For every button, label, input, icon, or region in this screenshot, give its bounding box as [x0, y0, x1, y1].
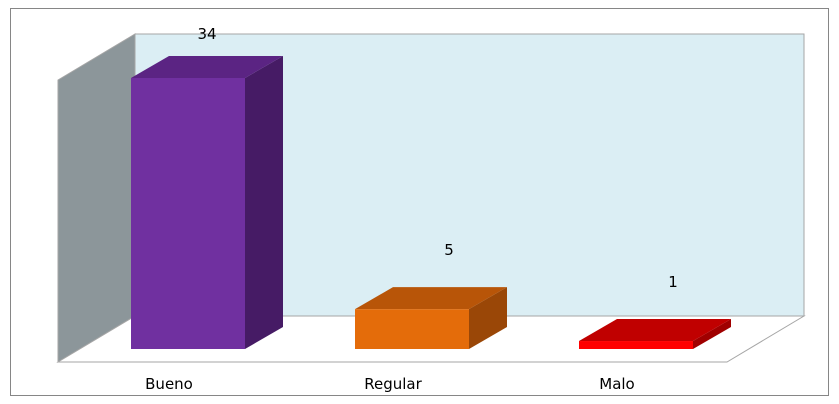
bar-top-face [579, 319, 731, 342]
category-label-regular: Regular [364, 375, 422, 393]
category-label-bueno: Bueno [145, 375, 193, 393]
bar-front-face [131, 78, 245, 349]
labels-layer: 34 Bueno 5 Regular 1 Malo [145, 25, 678, 393]
bar-side-face [469, 287, 507, 349]
category-label-malo: Malo [599, 375, 634, 393]
bar-bueno [131, 56, 283, 349]
chart-side-wall [57, 33, 136, 363]
bar-regular [355, 287, 507, 349]
bar-side-face [693, 319, 731, 349]
data-label-bueno: 34 [197, 25, 216, 43]
bar-malo [579, 319, 731, 349]
bars-layer [131, 56, 731, 349]
bar-front-face [355, 309, 469, 349]
bar-top-face [131, 56, 283, 78]
bar-front-face [579, 341, 693, 349]
data-label-malo: 1 [668, 273, 678, 291]
data-label-regular: 5 [444, 241, 454, 259]
bar-side-face [245, 56, 283, 349]
bar-top-face [355, 287, 507, 310]
